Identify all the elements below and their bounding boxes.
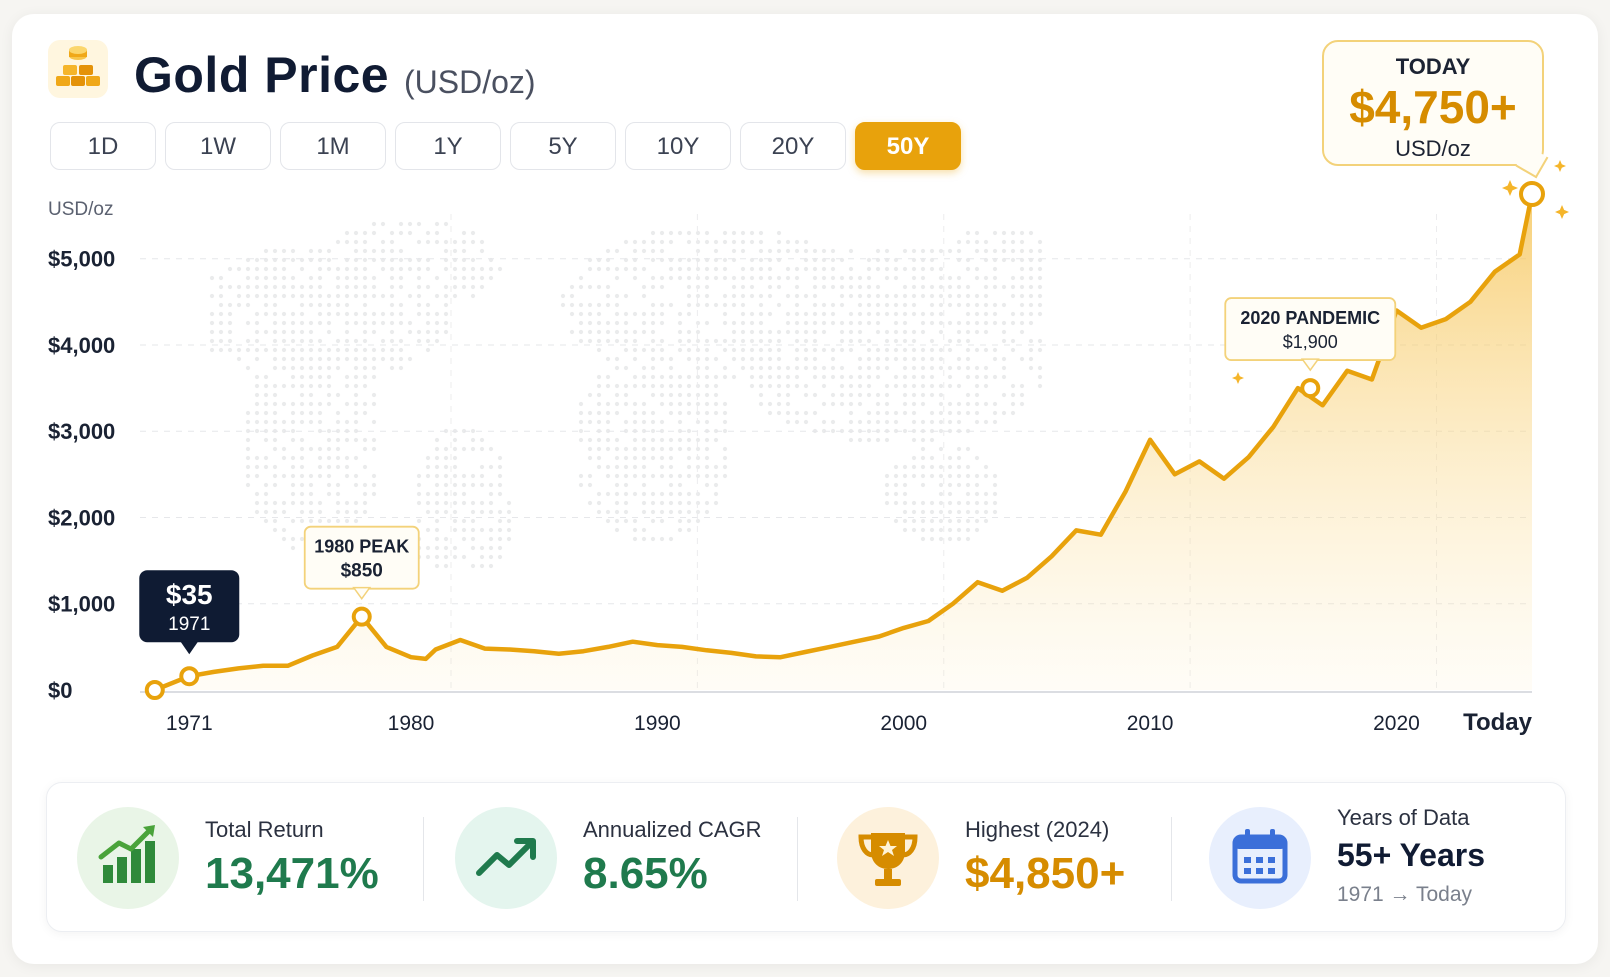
tab-5y[interactable]: 5Y	[510, 122, 616, 170]
y-tick-label: $3,000	[48, 419, 115, 444]
sparkle-icon	[1555, 205, 1569, 219]
title-unit: (USD/oz)	[404, 64, 536, 100]
stats-panel: Total Return 13,471% Annualized CAGR 8.6…	[46, 782, 1566, 932]
callout-pointer	[1300, 358, 1320, 372]
today-label: TODAY	[1395, 54, 1471, 79]
trending-up-icon	[455, 807, 557, 909]
callout-sub: $850	[341, 561, 383, 582]
tab-1y[interactable]: 1Y	[395, 122, 501, 170]
callout-sub: $1,900	[1283, 332, 1338, 352]
stat-label: Total Return	[205, 817, 324, 842]
x-tick-label: 2000	[880, 712, 927, 735]
tab-1w[interactable]: 1W	[165, 122, 271, 170]
gold-price-chart: USD/oz $5,000$4,000$3,000$2,000$1,000$0 …	[48, 160, 1569, 736]
data-point-annotated	[351, 606, 372, 627]
gold-bars-icon	[48, 40, 108, 98]
y-axis-label: USD/oz	[48, 199, 113, 220]
divider	[1171, 817, 1172, 901]
trophy-icon	[837, 807, 939, 909]
stat-value: 13,471%	[205, 849, 379, 898]
stat-value: 8.65%	[583, 849, 708, 898]
x-axis: 1971 1980 1990 2000 2010 2020 Today	[166, 709, 1533, 736]
tab-50y[interactable]: 50Y	[855, 122, 961, 170]
data-point-today	[1519, 181, 1545, 207]
data-point-start	[144, 680, 165, 700]
today-price-callout: TODAY $4,750+ USD/oz	[1322, 40, 1544, 166]
y-tick-label: $5,000	[48, 247, 115, 272]
stat-years-of-data: Years of Data 55+ Years 1971 → Today	[1209, 783, 1549, 933]
tab-1d[interactable]: 1D	[50, 122, 156, 170]
price-area	[154, 194, 1532, 690]
y-axis: $5,000 $4,000 $3,000 $2,000 $1,000 $0	[48, 247, 115, 703]
x-tick-label: Today	[1463, 709, 1533, 736]
callout-pointer	[180, 641, 199, 655]
sparkle-icon	[1502, 180, 1518, 196]
sparkle-icon	[1554, 160, 1566, 172]
y-tick-label: $4,000	[48, 333, 115, 358]
stat-value: $4,850+	[965, 849, 1126, 898]
page-title: Gold Price	[134, 47, 390, 103]
callout-box	[139, 570, 240, 643]
bar-chart-growth-icon	[77, 807, 179, 909]
stat-label: Highest (2024)	[965, 817, 1110, 842]
divider	[423, 817, 424, 901]
x-tick-label: 1971	[166, 712, 213, 735]
divider	[797, 817, 798, 901]
tab-10y[interactable]: 10Y	[625, 122, 731, 170]
y-tick-label: $0	[48, 678, 72, 703]
x-tick-label: 1980	[388, 712, 435, 735]
stat-label: Years of Data	[1337, 805, 1470, 830]
callout-title: 2020 PANDEMIC	[1240, 308, 1380, 328]
tab-20y[interactable]: 20Y	[740, 122, 846, 170]
callout-pointer	[352, 586, 372, 600]
today-value: $4,750+	[1349, 81, 1517, 133]
world-map-background	[209, 221, 1043, 569]
x-tick-label: 1990	[634, 712, 681, 735]
data-point-annotated	[179, 666, 200, 687]
callout-value: $35	[166, 579, 213, 610]
stat-total-return: Total Return 13,471%	[77, 783, 407, 933]
today-unit: USD/oz	[1395, 136, 1471, 161]
sparkle-icon	[1232, 372, 1244, 384]
y-tick-label: $2,000	[48, 505, 115, 530]
y-tick-label: $1,000	[48, 592, 115, 617]
stat-value: 55+ Years	[1337, 837, 1486, 873]
x-tick-label: 2020	[1373, 712, 1420, 735]
callout-title: 1980 PEAK	[314, 537, 409, 557]
stat-highest: Highest (2024) $4,850+	[837, 783, 1177, 933]
stat-sub: 1971 → Today	[1337, 883, 1473, 906]
tab-1m[interactable]: 1M	[280, 122, 386, 170]
gold-price-card: Gold Price (USD/oz) 1D 1W 1M 1Y 5Y 10Y 2…	[12, 14, 1598, 964]
stat-label: Annualized CAGR	[583, 817, 762, 842]
data-point-annotated	[1300, 378, 1321, 399]
callout-sub: 1971	[168, 614, 210, 635]
chart-annotations: $35 1971 1980 PEAK $850 2020 PANDEMIC $1,900	[139, 160, 1569, 700]
stat-annualized-cagr: Annualized CAGR 8.65%	[455, 783, 795, 933]
x-tick-label: 2010	[1127, 712, 1174, 735]
calendar-icon	[1209, 807, 1311, 909]
